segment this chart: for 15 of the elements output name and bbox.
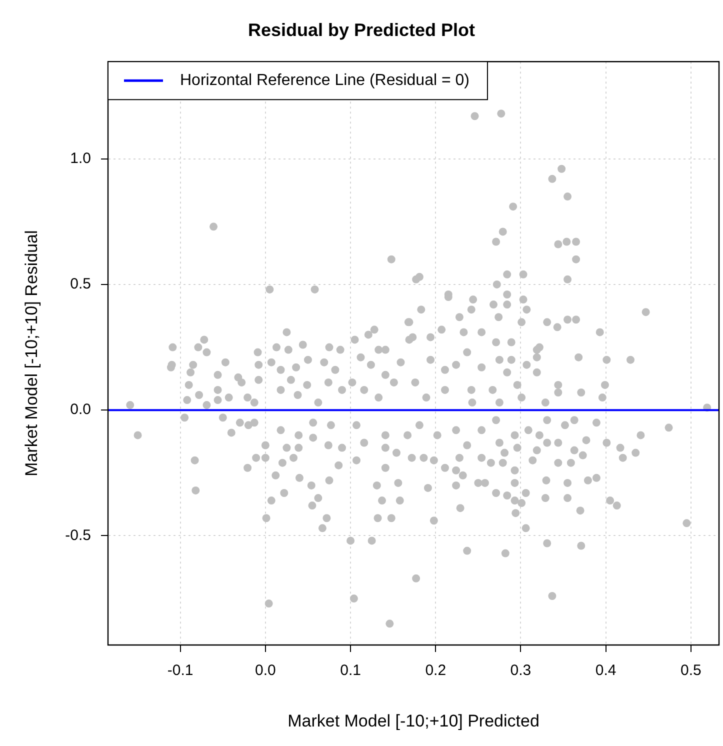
y-tick-label: 0.5 <box>70 276 91 293</box>
y-tick-label: 1.0 <box>70 150 91 167</box>
y-tick-label: 0.0 <box>70 401 91 418</box>
x-tick-label: -0.1 <box>167 662 194 680</box>
x-axis-title: Market Model [-10;+10] Predicted <box>288 711 540 730</box>
chart-title: Residual by Predicted Plot <box>248 20 476 40</box>
legend-label: Horizontal Reference Line (Residual = 0) <box>180 72 470 90</box>
x-tick-label: 0.1 <box>340 662 361 680</box>
x-tick-label: 0.5 <box>680 662 702 680</box>
x-tick-label: 0.0 <box>255 662 276 680</box>
x-tick-label: 0.4 <box>595 662 616 680</box>
x-tick-label: 0.3 <box>510 662 532 680</box>
y-tick-label: -0.5 <box>65 526 91 544</box>
x-tick-label: 0.2 <box>425 662 446 680</box>
y-axis-title: Market Model [-10;+10] Residual <box>22 230 41 476</box>
